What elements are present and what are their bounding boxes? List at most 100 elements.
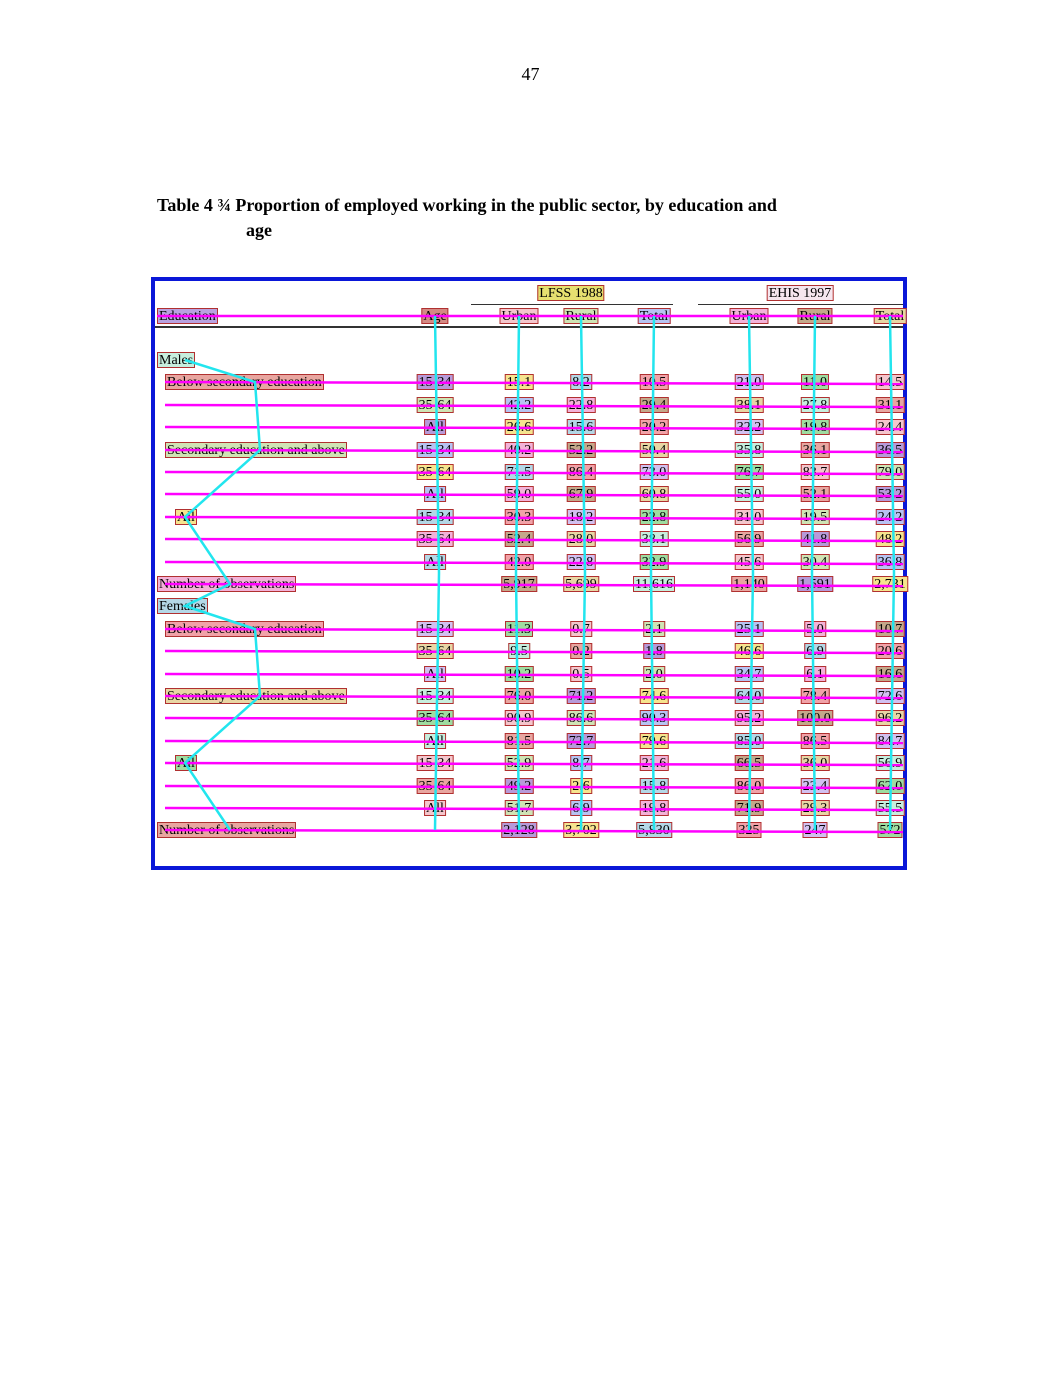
age-cell: 15-34 — [416, 621, 454, 637]
value-cell: 5,699 — [563, 576, 599, 592]
value-cell: 2,128 — [501, 822, 537, 838]
value-cell: 83.7 — [800, 464, 830, 480]
value-cell: 19.8 — [639, 800, 669, 816]
header-survey-lfss: LFSS 1988 — [537, 285, 605, 301]
row-link-line — [164, 784, 903, 790]
page-number: 47 — [521, 64, 540, 84]
value-cell: 30.4 — [800, 554, 830, 570]
header-col-lfss-total: Total — [637, 308, 671, 324]
value-cell: 29.3 — [800, 800, 830, 816]
age-cell: All — [424, 733, 446, 749]
value-cell: 11,616 — [633, 576, 675, 592]
value-cell: 2,731 — [872, 576, 908, 592]
value-cell: 52.9 — [504, 755, 534, 771]
value-cell: 5.0 — [804, 621, 826, 637]
value-cell: 3,702 — [563, 822, 599, 838]
value-cell: 49.2 — [504, 778, 534, 794]
value-cell: 100.0 — [797, 710, 833, 726]
value-cell: 22.8 — [566, 397, 596, 413]
column-link-line — [579, 315, 587, 831]
age-cell: 15-34 — [416, 688, 454, 704]
value-cell: 11.0 — [801, 374, 829, 390]
value-cell: 15.1 — [504, 374, 534, 390]
rule-survey2 — [698, 304, 903, 305]
value-cell: 45.6 — [734, 554, 764, 570]
table-title-line-2: age — [246, 220, 272, 240]
column-link-line — [888, 315, 896, 831]
value-cell: 10.7 — [875, 621, 905, 637]
column-link-line — [810, 315, 817, 831]
observations-label: Number of observations — [157, 576, 297, 592]
value-cell: 19.8 — [800, 419, 830, 435]
value-cell: 21.6 — [639, 755, 669, 771]
header-survey-ehis: EHIS 1997 — [766, 285, 834, 301]
value-cell: 15.8 — [639, 778, 669, 794]
value-cell: 6.9 — [570, 800, 592, 816]
value-cell: 71.9 — [734, 800, 764, 816]
header-age: Age — [421, 308, 449, 324]
header-col-lfss-rural: Rural — [563, 308, 599, 324]
age-cell: 15-34 — [416, 509, 454, 525]
row-link-line — [164, 403, 903, 409]
value-cell: 66.5 — [734, 755, 764, 771]
header-col-ehis-rural: Rural — [797, 308, 833, 324]
value-cell: 6.1 — [804, 666, 826, 682]
value-cell: 52.2 — [566, 442, 596, 458]
value-cell: 2.6 — [570, 778, 592, 794]
value-cell: 21.0 — [734, 374, 764, 390]
value-cell: 51.7 — [504, 800, 534, 816]
value-cell: 42.0 — [504, 554, 534, 570]
value-cell: 78.4 — [800, 688, 830, 704]
column-link-line — [649, 315, 656, 831]
row-link-line — [164, 672, 903, 678]
value-cell: 1,591 — [797, 576, 833, 592]
value-cell: 19.5 — [800, 509, 830, 525]
value-cell: 74.6 — [639, 688, 669, 704]
value-cell: 5,830 — [636, 822, 672, 838]
value-cell: 62.0 — [875, 778, 905, 794]
age-cell: All — [424, 666, 446, 682]
group-label: Females — [157, 598, 208, 614]
value-cell: 18.2 — [566, 509, 596, 525]
value-cell: 86.5 — [800, 733, 830, 749]
value-cell: 90.9 — [504, 710, 534, 726]
age-cell: 35-64 — [416, 778, 454, 794]
value-cell: 9.5 — [508, 643, 530, 659]
value-cell: 14.5 — [875, 374, 905, 390]
value-cell: 53.2 — [875, 486, 905, 502]
header-col-ehis-total: Total — [873, 308, 907, 324]
header-education: Education — [157, 308, 218, 324]
value-cell: 67.9 — [566, 486, 596, 502]
value-cell: 32.2 — [734, 419, 764, 435]
value-cell: 36.1 — [800, 442, 830, 458]
age-cell: All — [424, 486, 446, 502]
column-link-line — [514, 315, 521, 831]
row-link-line — [164, 716, 903, 722]
value-cell: 76.0 — [504, 688, 534, 704]
age-cell: 35-64 — [416, 710, 454, 726]
age-cell: 35-64 — [416, 643, 454, 659]
value-cell: 28.0 — [566, 531, 596, 547]
value-cell: 8.2 — [570, 374, 592, 390]
value-cell: 86.0 — [734, 778, 764, 794]
value-cell: 572 — [877, 822, 903, 838]
row-link-line — [164, 492, 903, 498]
value-cell: 79.0 — [875, 464, 905, 480]
value-cell: 41.8 — [800, 531, 830, 547]
value-cell: 24.4 — [875, 419, 905, 435]
value-cell: 31.1 — [875, 397, 905, 413]
value-cell: 36.8 — [875, 554, 905, 570]
value-cell: 8.7 — [570, 755, 592, 771]
value-cell: 59.0 — [504, 486, 534, 502]
value-cell: 2.0 — [643, 666, 665, 682]
value-cell: 0.7 — [570, 621, 592, 637]
value-cell: 52.4 — [504, 531, 534, 547]
value-cell: 50.4 — [639, 442, 669, 458]
table-title: Table 4 ¾ Proportion of employed working… — [157, 193, 877, 243]
row-link-line — [164, 806, 903, 812]
value-cell: 27.8 — [800, 397, 830, 413]
value-cell: 76.7 — [734, 464, 764, 480]
value-cell: 48.2 — [875, 531, 905, 547]
header-col-lfss-urban: Urban — [499, 308, 539, 324]
value-cell: 5,917 — [501, 576, 537, 592]
